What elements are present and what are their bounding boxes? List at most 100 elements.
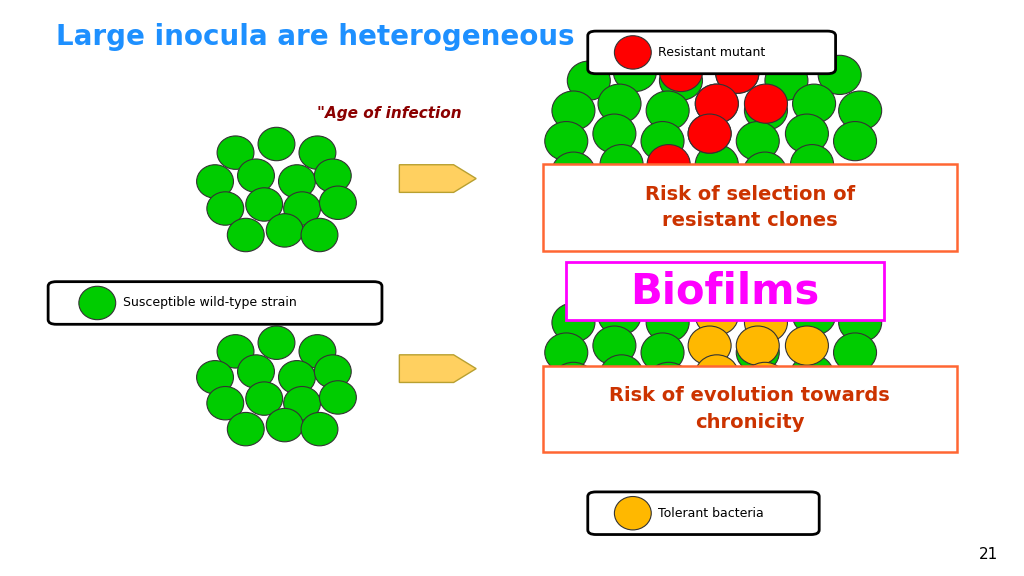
Ellipse shape <box>593 326 636 365</box>
Ellipse shape <box>785 326 828 365</box>
Ellipse shape <box>744 303 787 342</box>
Ellipse shape <box>716 267 759 306</box>
Text: Tolerant bacteria: Tolerant bacteria <box>658 507 764 520</box>
Ellipse shape <box>695 84 738 123</box>
Ellipse shape <box>613 267 656 306</box>
Ellipse shape <box>284 386 321 420</box>
Ellipse shape <box>688 114 731 153</box>
Ellipse shape <box>207 386 244 420</box>
Ellipse shape <box>647 145 690 184</box>
FancyBboxPatch shape <box>543 366 957 452</box>
Ellipse shape <box>716 54 759 93</box>
Ellipse shape <box>654 183 697 222</box>
Ellipse shape <box>647 362 690 401</box>
Text: Large inocula are heterogeneous: Large inocula are heterogeneous <box>56 23 574 51</box>
Ellipse shape <box>750 392 793 431</box>
Ellipse shape <box>207 192 244 225</box>
Ellipse shape <box>695 145 738 184</box>
Ellipse shape <box>743 362 786 401</box>
Ellipse shape <box>608 385 651 424</box>
Text: Risk of evolution towards
chronicity: Risk of evolution towards chronicity <box>609 386 890 431</box>
Ellipse shape <box>791 355 834 394</box>
Ellipse shape <box>614 497 651 530</box>
Ellipse shape <box>793 84 836 123</box>
Ellipse shape <box>314 355 351 388</box>
Ellipse shape <box>688 326 731 365</box>
Ellipse shape <box>791 145 834 184</box>
Ellipse shape <box>834 333 877 372</box>
Ellipse shape <box>560 392 603 431</box>
Ellipse shape <box>238 355 274 388</box>
Ellipse shape <box>246 382 283 415</box>
Ellipse shape <box>545 122 588 161</box>
Ellipse shape <box>608 176 651 215</box>
Ellipse shape <box>227 412 264 446</box>
Ellipse shape <box>659 274 702 313</box>
Ellipse shape <box>659 52 702 92</box>
Ellipse shape <box>743 152 786 191</box>
Ellipse shape <box>647 152 690 191</box>
Ellipse shape <box>744 91 787 130</box>
FancyBboxPatch shape <box>588 492 819 535</box>
Text: Resistant mutant: Resistant mutant <box>658 46 766 59</box>
Ellipse shape <box>785 114 828 153</box>
Ellipse shape <box>598 84 641 123</box>
Ellipse shape <box>750 183 793 222</box>
Ellipse shape <box>279 361 315 394</box>
Ellipse shape <box>736 326 779 365</box>
Ellipse shape <box>641 122 684 161</box>
Ellipse shape <box>818 55 861 94</box>
Ellipse shape <box>197 165 233 198</box>
Ellipse shape <box>319 186 356 219</box>
Ellipse shape <box>654 392 697 431</box>
Ellipse shape <box>197 361 233 394</box>
Ellipse shape <box>716 54 759 93</box>
Ellipse shape <box>266 214 303 247</box>
Ellipse shape <box>279 165 315 198</box>
Ellipse shape <box>552 91 595 130</box>
Ellipse shape <box>299 335 336 368</box>
Ellipse shape <box>839 303 882 342</box>
Ellipse shape <box>736 333 779 372</box>
Ellipse shape <box>641 333 684 372</box>
Ellipse shape <box>702 385 745 424</box>
Ellipse shape <box>600 355 643 394</box>
Ellipse shape <box>314 159 351 192</box>
Ellipse shape <box>545 333 588 372</box>
Ellipse shape <box>793 296 836 335</box>
Ellipse shape <box>567 61 610 100</box>
Text: 21: 21 <box>979 547 998 562</box>
Ellipse shape <box>593 114 636 153</box>
Ellipse shape <box>217 136 254 169</box>
Text: Susceptible wild-type strain: Susceptible wild-type strain <box>123 297 297 309</box>
Ellipse shape <box>839 91 882 130</box>
Ellipse shape <box>688 114 731 153</box>
FancyBboxPatch shape <box>566 262 884 320</box>
FancyBboxPatch shape <box>48 282 382 324</box>
Text: "Age of infection: "Age of infection <box>317 106 462 121</box>
Text: Risk of selection of
resistant clones: Risk of selection of resistant clones <box>644 185 855 230</box>
Ellipse shape <box>560 183 603 222</box>
Ellipse shape <box>834 122 877 161</box>
Ellipse shape <box>659 61 702 100</box>
Ellipse shape <box>266 408 303 442</box>
Ellipse shape <box>258 326 295 359</box>
Text: Biofilms: Biofilms <box>631 271 819 312</box>
Ellipse shape <box>614 36 651 69</box>
Ellipse shape <box>613 52 656 92</box>
Ellipse shape <box>246 188 283 221</box>
Ellipse shape <box>319 381 356 414</box>
Ellipse shape <box>598 296 641 335</box>
Ellipse shape <box>646 303 689 342</box>
FancyBboxPatch shape <box>543 164 957 251</box>
Ellipse shape <box>79 286 116 320</box>
Ellipse shape <box>284 192 321 225</box>
Ellipse shape <box>600 145 643 184</box>
Ellipse shape <box>301 412 338 446</box>
Ellipse shape <box>258 127 295 161</box>
Ellipse shape <box>552 152 595 191</box>
Ellipse shape <box>736 122 779 161</box>
Ellipse shape <box>227 218 264 252</box>
FancyArrow shape <box>399 165 476 192</box>
Ellipse shape <box>695 296 738 335</box>
